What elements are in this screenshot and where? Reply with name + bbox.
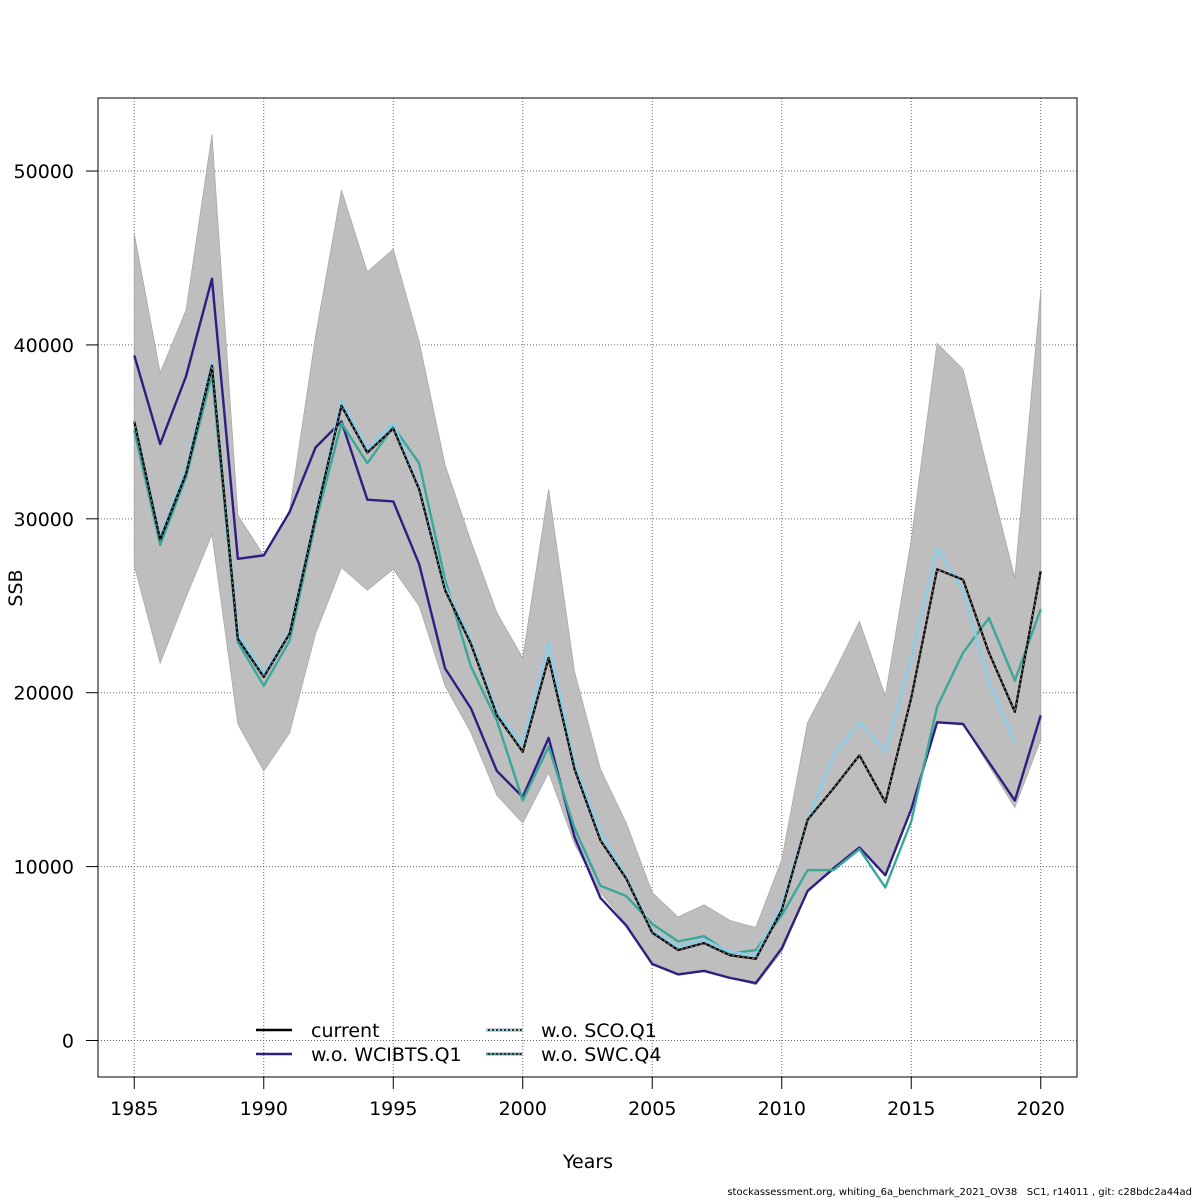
series-line-w-o-swc-q4 [133,373,1042,955]
series-line-w-o-wcibts-q1 [133,277,1042,985]
legend-label: w.o. SWC.Q4 [541,1044,661,1066]
y-axis: 0 10000 20000 30000 40000 50000 [14,161,98,1052]
legend-item: w.o. SWC.Q4 [486,1044,661,1066]
y-tick-label: 50000 [14,161,74,183]
x-tick-label: 2015 [887,1098,935,1120]
legend-label: current [311,1020,380,1042]
legend-item: current [256,1020,380,1042]
legend-label: w.o. WCIBTS.Q1 [311,1044,462,1066]
y-tick-label: 40000 [14,335,74,357]
x-tick-label: 2005 [628,1098,676,1120]
series-line-current-overlay [133,365,1042,960]
x-tick-label: 2020 [1017,1098,1065,1120]
x-tick-label: 1985 [110,1098,158,1120]
footer-credit: stockassessment.org, whiting_6a_benchmar… [727,1187,1192,1198]
y-tick-label: 0 [62,1030,74,1052]
series-layer [133,277,1042,985]
confidence-band-layer [133,134,1042,986]
legend-item: w.o. WCIBTS.Q1 [256,1044,462,1066]
legend-label: w.o. SCO.Q1 [541,1020,657,1042]
y-tick-label: 20000 [14,683,74,705]
y-axis-title: SSB [5,569,27,606]
legend-item: w.o. SCO.Q1 [486,1020,657,1042]
x-axis: 1985 1990 1995 2000 2005 2010 2015 2020 [110,1076,1065,1120]
x-tick-label: 2000 [499,1098,547,1120]
x-tick-label: 2010 [758,1098,806,1120]
x-tick-label: 1990 [240,1098,288,1120]
series-line-w-o-sco-q1 [133,361,1016,957]
confidence-band [133,134,1042,986]
x-tick-label: 1995 [369,1098,417,1120]
y-tick-label: 10000 [14,857,74,879]
y-tick-label: 30000 [14,509,74,531]
x-axis-title: Years [562,1151,613,1173]
